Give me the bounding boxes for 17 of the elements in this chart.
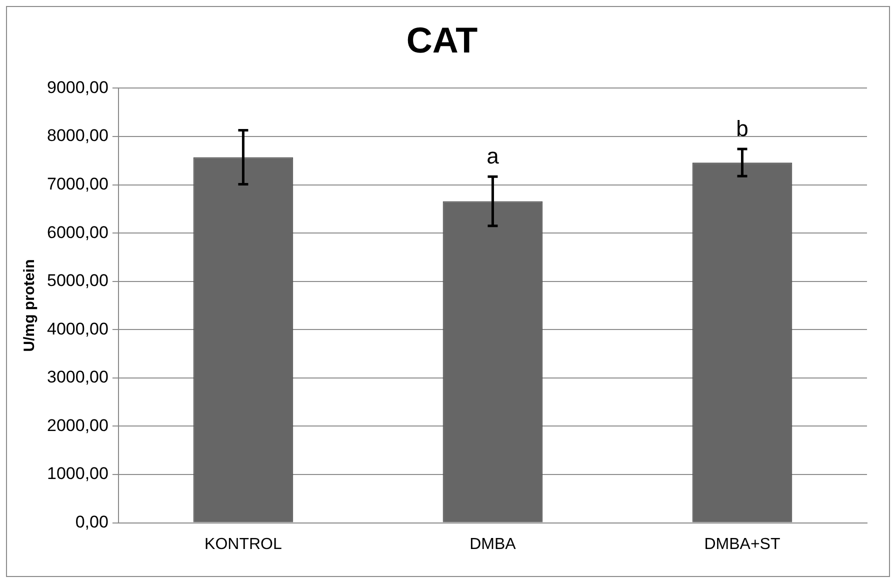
- annotation: a: [486, 144, 500, 169]
- x-tick-label: DMBA: [470, 536, 516, 553]
- y-tick-label: 8000,00: [47, 126, 108, 146]
- y-tick-label: 9000,00: [47, 78, 108, 97]
- x-tick-label: KONTROL: [204, 536, 282, 553]
- x-tick-label: DMBA+ST: [704, 536, 780, 553]
- y-tick-label: 5000,00: [47, 271, 108, 290]
- y-tick-label: 0,00: [75, 512, 108, 532]
- y-tick-label: 1000,00: [47, 464, 108, 484]
- y-tick-label: 4000,00: [47, 319, 108, 338]
- y-tick-label: 2000,00: [47, 416, 108, 435]
- chart-title: CAT: [406, 20, 478, 61]
- y-tick-label: 6000,00: [47, 222, 108, 242]
- y-tick-label: 7000,00: [47, 174, 108, 194]
- y-tick-label: 3000,00: [47, 368, 108, 387]
- annotation: b: [736, 116, 748, 142]
- y-axis-title: U/mg protein: [21, 259, 38, 352]
